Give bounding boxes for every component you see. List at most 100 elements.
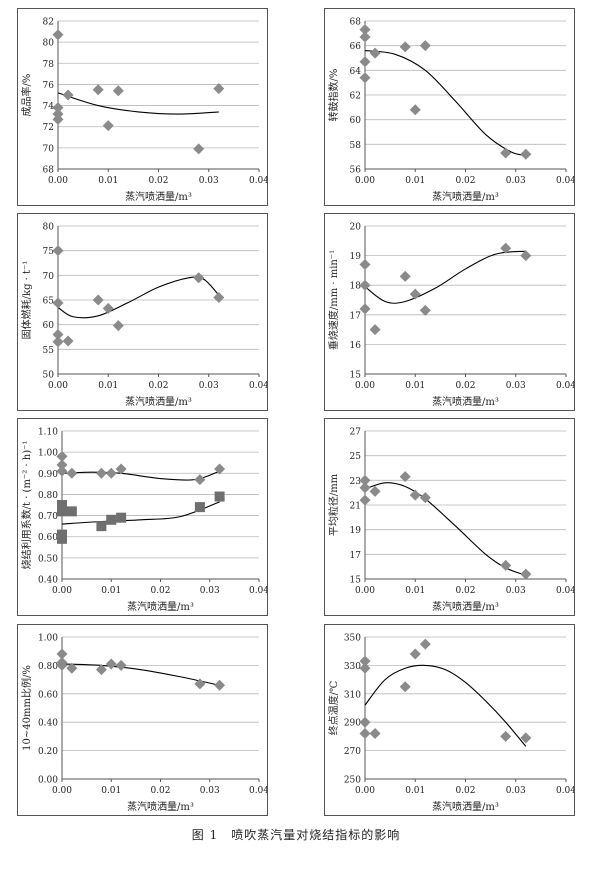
y-tick-label: 350 bbox=[344, 634, 361, 644]
x-tick-label: 0.00 bbox=[52, 586, 72, 596]
data-point-diamond bbox=[520, 732, 532, 744]
y-axis-label: 平均粒径/mm bbox=[327, 473, 340, 536]
data-point-diamond bbox=[399, 41, 411, 53]
y-tick-label: 15 bbox=[350, 371, 362, 381]
data-point-diamond bbox=[102, 302, 114, 314]
trend-curve bbox=[364, 664, 527, 747]
x-tick-label: 0.03 bbox=[506, 176, 526, 186]
data-point-diamond bbox=[359, 474, 371, 486]
y-tick-label: 270 bbox=[344, 747, 361, 757]
data-point-diamond bbox=[369, 324, 381, 336]
x-tick-label: 0.03 bbox=[506, 586, 526, 596]
y-tick-label: 70 bbox=[43, 144, 55, 154]
trend-curve bbox=[57, 276, 220, 319]
y-tick-label: 17 bbox=[350, 551, 362, 561]
data-point-square bbox=[106, 514, 117, 525]
x-axis-label: 蒸汽喷洒量/m³ bbox=[432, 600, 499, 613]
y-axis-label: 10~40mm比例/% bbox=[20, 665, 33, 751]
chart-svg: 50 55 60 65 70 75 80 0.00 0.01 0.02 0.03 0.04 蒸汽喷洒量/… bbox=[20, 223, 267, 409]
data-point-diamond bbox=[52, 336, 64, 348]
data-point-square bbox=[57, 533, 67, 544]
y-tick-label: 70 bbox=[43, 272, 55, 282]
y-tick-label: 18 bbox=[350, 282, 362, 292]
trend-curve bbox=[61, 501, 220, 525]
trend-curve bbox=[364, 250, 526, 304]
x-tick-label: 0.01 bbox=[405, 381, 425, 391]
data-point-diamond bbox=[359, 72, 371, 84]
x-tick-label: 0.02 bbox=[455, 786, 475, 796]
chart-svg: 56 58 60 62 64 66 68 0.00 0.01 0.02 0.03 0.04 蒸汽喷洒量/… bbox=[327, 18, 574, 204]
data-point-diamond bbox=[115, 463, 127, 475]
chart-panel-end-temperature: 250 270 290 310 330 350 0.00 0.01 0.02 0.03 0.04 蒸汽… bbox=[324, 624, 575, 816]
data-point-diamond bbox=[56, 648, 68, 660]
x-axis-label: 蒸汽喷洒量/m³ bbox=[127, 600, 194, 613]
data-point-diamond bbox=[105, 467, 117, 479]
data-point-diamond bbox=[112, 85, 124, 97]
data-point-diamond bbox=[369, 47, 381, 59]
data-point-diamond bbox=[105, 658, 117, 670]
chart-svg: 15 16 17 18 19 20 0.00 0.01 0.02 0.03 0.04 蒸汽喷洒量/m³… bbox=[327, 223, 574, 409]
y-tick-label: 0.20 bbox=[38, 747, 58, 757]
y-axis-label: 成品率/% bbox=[20, 74, 33, 117]
data-point-diamond bbox=[359, 662, 371, 674]
data-point-diamond bbox=[194, 474, 206, 486]
y-tick-label: 55 bbox=[43, 346, 55, 356]
data-point-diamond bbox=[359, 56, 371, 68]
y-tick-label: 0.40 bbox=[38, 576, 58, 586]
y-tick-label: 78 bbox=[43, 60, 55, 70]
y-tick-label: 60 bbox=[43, 321, 55, 331]
chart-panel-fuel-consumption: 50 55 60 65 70 75 80 0.00 0.01 0.02 0.03 0.04 蒸汽喷洒量/… bbox=[17, 213, 268, 411]
data-point-diamond bbox=[359, 303, 371, 315]
x-tick-label: 0.02 bbox=[455, 381, 475, 391]
data-point-diamond bbox=[359, 728, 371, 740]
y-axis-label: 转鼓指数/% bbox=[327, 69, 340, 122]
x-tick-label: 0.04 bbox=[556, 786, 574, 796]
x-tick-label: 0.04 bbox=[249, 381, 267, 391]
data-point-square bbox=[214, 491, 225, 502]
chart-panel-drum-index: 56 58 60 62 64 66 68 0.00 0.01 0.02 0.03 0.04 蒸汽喷洒量/… bbox=[324, 8, 575, 206]
y-tick-label: 80 bbox=[43, 223, 55, 233]
x-tick-label: 0.04 bbox=[249, 176, 267, 186]
y-tick-label: 27 bbox=[350, 428, 362, 438]
x-tick-label: 0.03 bbox=[506, 786, 526, 796]
y-tick-label: 82 bbox=[43, 18, 54, 28]
y-tick-label: 17 bbox=[350, 311, 362, 321]
x-tick-label: 0.04 bbox=[556, 176, 574, 186]
data-point-diamond bbox=[359, 31, 371, 43]
y-tick-label: 68 bbox=[43, 166, 55, 176]
trend-curve bbox=[61, 663, 220, 686]
data-point-diamond bbox=[419, 40, 431, 52]
chart-svg: 68 70 72 74 76 78 80 82 0.00 0.01 0.02 0.03 0.04 蒸汽喷洒… bbox=[20, 18, 267, 204]
data-point-diamond bbox=[399, 471, 411, 483]
chart-svg: 250 270 290 310 330 350 0.00 0.01 0.02 0.03 0.04 蒸汽… bbox=[327, 634, 574, 814]
y-tick-label: 310 bbox=[344, 690, 361, 700]
y-tick-label: 66 bbox=[350, 42, 362, 52]
chart-svg: 0.40 0.50 0.60 0.70 0.80 0.90 1.00 1.10 0.00 0.01… bbox=[20, 428, 267, 614]
y-tick-label: 0.50 bbox=[38, 554, 58, 564]
y-tick-label: 19 bbox=[350, 526, 362, 536]
data-point-diamond bbox=[52, 329, 64, 341]
x-tick-label: 0.03 bbox=[200, 586, 220, 596]
data-point-diamond bbox=[369, 485, 381, 497]
x-tick-label: 0.04 bbox=[249, 786, 267, 796]
y-tick-label: 64 bbox=[350, 67, 362, 77]
chart-panel-10-40mm-ratio: 0.00 0.20 0.40 0.60 0.80 1.00 0.00 0.01 0.02 0.03… bbox=[17, 624, 268, 816]
y-tick-label: 1.00 bbox=[38, 449, 58, 459]
data-point-diamond bbox=[214, 463, 226, 475]
data-point-diamond bbox=[56, 465, 68, 477]
y-tick-label: 0.60 bbox=[38, 690, 58, 700]
data-point-diamond bbox=[112, 320, 124, 332]
data-point-diamond bbox=[419, 638, 431, 650]
chart-svg: 15 17 19 21 23 25 27 0.00 0.01 0.02 0.03 0.04 蒸汽喷洒量/… bbox=[327, 428, 574, 614]
y-axis-label: 固体燃耗/kg · t⁻¹ bbox=[20, 261, 33, 340]
data-point-diamond bbox=[409, 104, 421, 116]
data-point-diamond bbox=[500, 242, 512, 254]
x-tick-label: 0.04 bbox=[249, 586, 267, 596]
data-point-diamond bbox=[500, 147, 512, 159]
y-tick-label: 15 bbox=[350, 576, 362, 586]
y-tick-label: 68 bbox=[350, 18, 362, 28]
data-point-diamond bbox=[359, 482, 371, 494]
y-tick-label: 0.60 bbox=[38, 533, 58, 543]
data-point-diamond bbox=[193, 143, 205, 155]
y-tick-label: 330 bbox=[344, 662, 361, 672]
